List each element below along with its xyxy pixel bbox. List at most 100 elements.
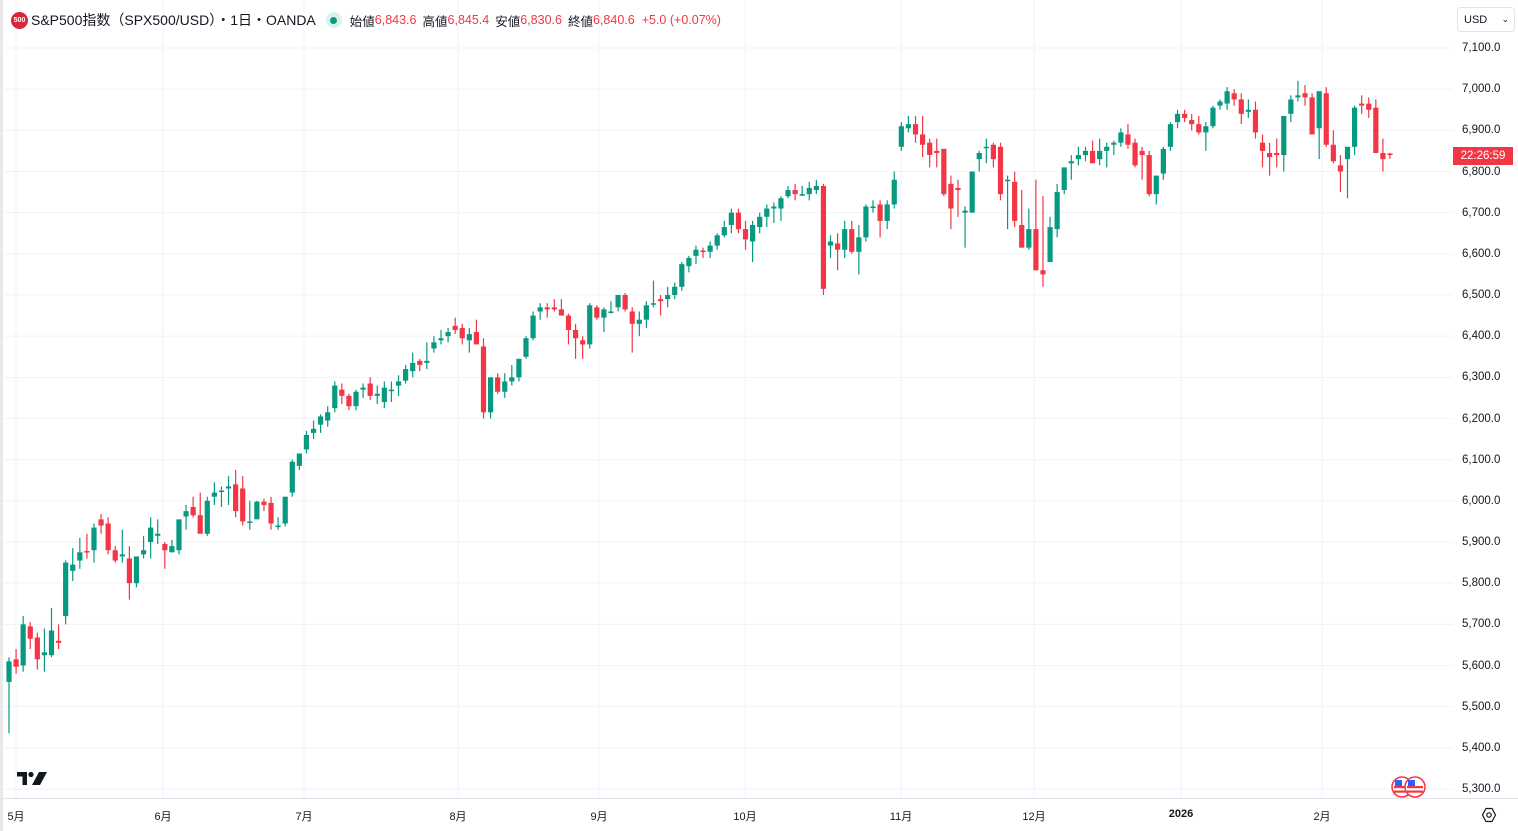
candle[interactable] bbox=[20, 616, 26, 672]
candle[interactable] bbox=[63, 560, 69, 625]
candle[interactable] bbox=[700, 247, 706, 258]
candle[interactable] bbox=[1267, 142, 1273, 176]
candle[interactable] bbox=[565, 313, 572, 345]
candle[interactable] bbox=[891, 171, 897, 209]
candle[interactable] bbox=[580, 336, 586, 359]
candle[interactable] bbox=[1019, 190, 1025, 248]
candlestick-chart[interactable] bbox=[3, 0, 1453, 798]
candle[interactable] bbox=[721, 220, 727, 238]
candle[interactable] bbox=[686, 255, 692, 273]
candle[interactable] bbox=[813, 179, 819, 195]
candle[interactable] bbox=[473, 319, 480, 345]
candle[interactable] bbox=[41, 628, 48, 672]
candle[interactable] bbox=[261, 498, 267, 512]
candle[interactable] bbox=[1302, 85, 1308, 106]
candle[interactable] bbox=[254, 500, 260, 520]
candle[interactable] bbox=[877, 200, 883, 238]
candle[interactable] bbox=[126, 546, 132, 600]
candle[interactable] bbox=[1252, 101, 1259, 139]
candle[interactable] bbox=[70, 548, 76, 582]
candle[interactable] bbox=[303, 430, 310, 454]
candle[interactable] bbox=[247, 500, 253, 530]
candle[interactable] bbox=[332, 381, 338, 413]
candle[interactable] bbox=[233, 469, 239, 518]
candle[interactable] bbox=[955, 179, 961, 217]
candle[interactable] bbox=[1174, 109, 1181, 129]
candle[interactable] bbox=[105, 517, 111, 555]
candle[interactable] bbox=[1281, 115, 1287, 172]
candle[interactable] bbox=[827, 235, 834, 258]
candle[interactable] bbox=[1224, 87, 1230, 110]
candle[interactable] bbox=[509, 364, 515, 386]
candle[interactable] bbox=[1351, 105, 1358, 156]
candle[interactable] bbox=[289, 459, 295, 497]
candle[interactable] bbox=[1387, 152, 1393, 159]
candle[interactable] bbox=[162, 542, 168, 569]
candle[interactable] bbox=[318, 414, 324, 433]
candle[interactable] bbox=[714, 233, 720, 250]
candle[interactable] bbox=[211, 482, 217, 505]
candle[interactable] bbox=[140, 535, 147, 559]
candle[interactable] bbox=[119, 529, 125, 563]
candle[interactable] bbox=[856, 225, 862, 275]
candle[interactable] bbox=[34, 632, 40, 670]
candle[interactable] bbox=[728, 208, 734, 234]
candle[interactable] bbox=[905, 115, 912, 133]
candle[interactable] bbox=[325, 406, 331, 427]
currency-selector[interactable]: USD ⌄ bbox=[1457, 7, 1515, 32]
candle[interactable] bbox=[1118, 128, 1124, 147]
candle[interactable] bbox=[1160, 146, 1166, 180]
candle[interactable] bbox=[1189, 113, 1195, 131]
candle[interactable] bbox=[155, 519, 161, 545]
candle[interactable] bbox=[657, 295, 664, 316]
candle[interactable] bbox=[764, 204, 770, 228]
candle[interactable] bbox=[183, 504, 189, 530]
candle[interactable] bbox=[204, 496, 210, 536]
candle[interactable] bbox=[169, 539, 175, 553]
candle[interactable] bbox=[176, 519, 182, 555]
candle[interactable] bbox=[1245, 99, 1251, 118]
candle[interactable] bbox=[339, 383, 345, 405]
candle[interactable] bbox=[1274, 138, 1280, 168]
candle[interactable] bbox=[990, 142, 997, 168]
candle[interactable] bbox=[1004, 175, 1011, 230]
candle[interactable] bbox=[757, 212, 763, 234]
candle[interactable] bbox=[77, 537, 83, 569]
symbol-title[interactable]: S&P500指数（SPX500/USD）・1日・OANDA bbox=[31, 12, 316, 28]
candle[interactable] bbox=[530, 311, 536, 341]
candle[interactable] bbox=[13, 649, 19, 674]
candle[interactable] bbox=[1373, 99, 1379, 153]
candle[interactable] bbox=[1337, 155, 1344, 193]
candle[interactable] bbox=[849, 220, 855, 254]
candle[interactable] bbox=[388, 381, 395, 403]
candle[interactable] bbox=[1111, 140, 1117, 156]
candle[interactable] bbox=[296, 453, 302, 470]
candle[interactable] bbox=[643, 301, 649, 328]
candle[interactable] bbox=[1323, 87, 1329, 147]
candle[interactable] bbox=[1054, 183, 1060, 238]
candle[interactable] bbox=[148, 517, 154, 559]
candle[interactable] bbox=[190, 496, 196, 518]
candle[interactable] bbox=[962, 206, 968, 248]
candle[interactable] bbox=[1167, 122, 1174, 151]
candle[interactable] bbox=[6, 657, 12, 734]
candle[interactable] bbox=[27, 622, 33, 650]
candle[interactable] bbox=[615, 295, 621, 312]
candle[interactable] bbox=[707, 241, 713, 258]
candle[interactable] bbox=[459, 323, 465, 345]
candle[interactable] bbox=[544, 303, 550, 318]
candle[interactable] bbox=[1295, 80, 1301, 102]
candle[interactable] bbox=[417, 358, 423, 372]
candle[interactable] bbox=[1026, 208, 1032, 250]
candle[interactable] bbox=[1316, 91, 1322, 160]
candle[interactable] bbox=[395, 375, 402, 396]
candle[interactable] bbox=[1089, 140, 1096, 164]
candle[interactable] bbox=[898, 122, 904, 151]
candle[interactable] bbox=[523, 336, 529, 359]
chart-plot-area[interactable] bbox=[3, 0, 1453, 798]
candle[interactable] bbox=[629, 307, 635, 353]
candle[interactable] bbox=[799, 185, 805, 197]
candle[interactable] bbox=[346, 393, 352, 411]
candle[interactable] bbox=[282, 496, 288, 527]
candle[interactable] bbox=[1033, 179, 1039, 271]
